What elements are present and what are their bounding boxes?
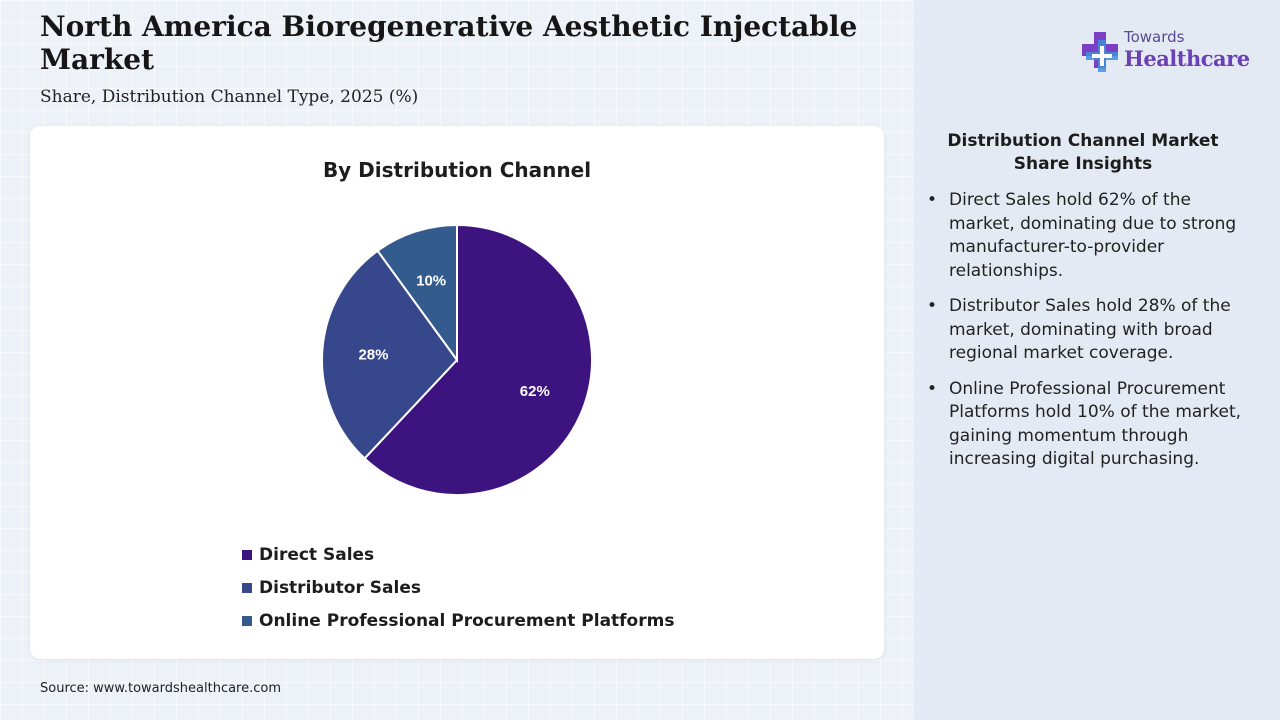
legend-item-direct-sales: Direct Sales [242, 538, 674, 571]
legend-label: Online Professional Procurement Platform… [259, 610, 675, 631]
insight-text: Direct Sales hold 62% of the market, dom… [949, 190, 1237, 281]
legend-label: Distributor Sales [259, 577, 421, 598]
pie-slice-distributor-sales [321, 249, 459, 460]
legend-swatch [242, 582, 252, 593]
insight-text: Distributor Sales hold 28% of the market… [949, 296, 1231, 363]
legend-swatch [242, 615, 252, 626]
insights-title: Distribution Channel Market Share Insigh… [947, 131, 1219, 174]
pie-data-label: 28% [358, 347, 388, 364]
logo-text-healthcare: Healthcare [1124, 46, 1250, 71]
legend-item-online-platforms: Online Professional Procurement Platform… [242, 604, 674, 637]
pie-data-label: 62% [520, 383, 550, 400]
pie-data-label: 10% [416, 272, 446, 289]
pie-slice-direct-sales [363, 223, 593, 496]
bullet-icon: • [927, 296, 938, 316]
insight-item: • Distributor Sales hold 28% of the marke… [924, 295, 1242, 366]
bullet-icon: • [927, 190, 938, 210]
pie-slice-online-platforms [376, 223, 458, 364]
bullet-icon: • [927, 378, 938, 399]
page-title: North America Bioregenerative Aesthetic … [40, 10, 858, 76]
logo-text-towards: Towards [1124, 28, 1185, 46]
towards-healthcare-logo: Towards Healthcare [1080, 28, 1255, 78]
medical-cross-icon [1082, 32, 1118, 72]
insights-panel [914, 0, 1280, 720]
pie-chart: 62% 28% 10% [321, 223, 593, 496]
source-note: Source: www.towardshealthcare.com [40, 681, 282, 696]
page-subtitle: Share, Distribution Channel Type, 2025 (… [40, 87, 419, 107]
insight-item: • Online Professional Procurement Platfor… [924, 378, 1242, 472]
legend-item-distributor-sales: Distributor Sales [242, 571, 674, 604]
chart-legend: Direct Sales Distributor Sales Online Pr… [242, 538, 674, 637]
insights-list: • Direct Sales hold 62% of the market, do… [924, 189, 1242, 484]
insight-text: Online Professional Procurement Platform… [949, 378, 1242, 470]
legend-label: Direct Sales [259, 544, 375, 565]
chart-card: By Distribution Channel 62% 28% 10% Direct… [30, 126, 884, 659]
insight-item: • Direct Sales hold 62% of the market, do… [924, 189, 1242, 283]
chart-title: By Distribution Channel [322, 158, 592, 182]
legend-swatch [242, 549, 252, 560]
